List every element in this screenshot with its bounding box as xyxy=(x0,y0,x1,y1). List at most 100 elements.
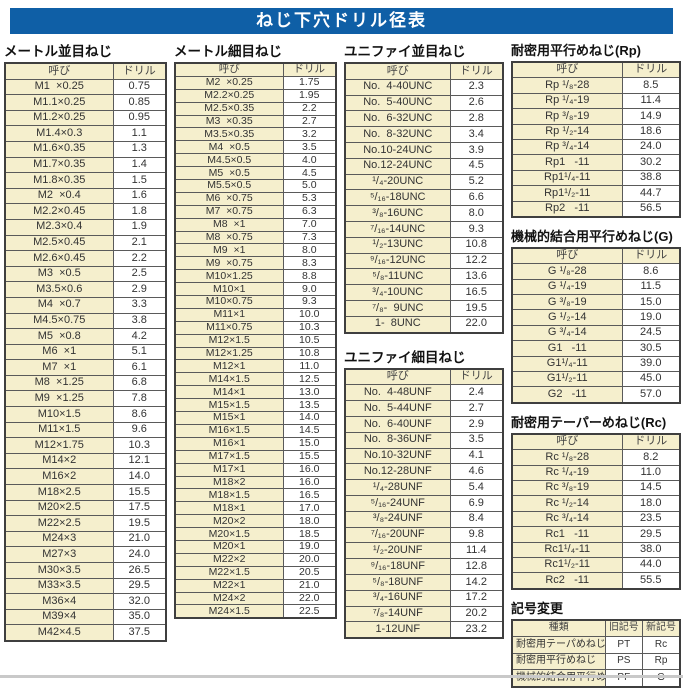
table-row: ¹/₂-20UNF 11.4 xyxy=(344,542,504,560)
table-row: M22×2.5 19.5 xyxy=(4,515,167,532)
thread-size-cell: Rp ¹/₂-14 xyxy=(511,123,623,140)
section-heading-metric-coarse: メートル並目ねじ xyxy=(4,44,112,59)
table-row: No. 5-44UNF 2.7 xyxy=(344,400,504,417)
table-row: M9 ×1 8.0 xyxy=(174,243,337,258)
thread-size-cell: M1.6×0.35 xyxy=(4,140,114,158)
drill-size-cell: 18.5 xyxy=(282,527,337,541)
column-header: ドリル xyxy=(449,62,504,80)
table-row: G1¹/₄-11 39.0 xyxy=(511,355,681,373)
thread-size-cell: ⁷/₁₆-20UNF xyxy=(344,526,451,544)
unified-coarse-table: 呼び ドリル No. 4-40UNC 2.3 No. 5-40UNC 2.6 No. 6-… xyxy=(344,62,504,334)
drill-size-cell: 11.5 xyxy=(621,278,681,296)
table-row: ⁵/₁₆-18UNC 6.6 xyxy=(344,189,504,207)
table-row: M16×2 14.0 xyxy=(4,468,167,486)
table-row: ¹/₂-13UNC 10.8 xyxy=(344,236,504,254)
drill-size-cell: 6.9 xyxy=(449,494,504,512)
drill-size-cell: 8.8 xyxy=(282,269,337,284)
table-row: 耐密用テーパめねじ PT Rc xyxy=(511,636,681,654)
column-header: 旧記号 xyxy=(604,619,644,638)
table-row: ³/₄-16UNF 17.2 xyxy=(344,589,504,607)
thread-size-cell: No. 8-32UNC xyxy=(344,126,451,143)
table-row: Rp1¹/₄-11 38.8 xyxy=(511,169,681,187)
table-row: Rp1¹/₂-11 44.7 xyxy=(511,185,681,202)
drill-size-cell: 24.0 xyxy=(112,546,167,563)
table-row: M12×1.75 10.3 xyxy=(4,437,167,454)
thread-size-cell: M3.5×0.35 xyxy=(174,127,284,142)
table-row: No.12-28UNF 4.6 xyxy=(344,463,504,481)
table-row: M30×3.5 26.5 xyxy=(4,562,167,579)
thread-size-cell: M4 ×0.7 xyxy=(4,296,114,314)
thread-size-cell: ⁵/₈-18UNF xyxy=(344,573,451,591)
drill-size-cell: 3.2 xyxy=(282,127,337,142)
drill-size-cell: G xyxy=(642,669,681,688)
thread-size-cell: ⁵/₁₆-24UNF xyxy=(344,494,451,512)
table-row: Rp2 -11 56.5 xyxy=(511,200,681,218)
drill-size-cell: 45.0 xyxy=(621,371,681,388)
drill-size-cell: 20.5 xyxy=(282,565,337,580)
drill-size-cell: 0.95 xyxy=(112,109,167,127)
thread-size-cell: Rp ³/₈-19 xyxy=(511,108,623,125)
drill-size-cell: 2.7 xyxy=(449,400,504,417)
drill-size-cell: 1.6 xyxy=(112,187,167,205)
thread-size-cell: 1- 8UNC xyxy=(344,315,451,334)
thread-size-cell: ⁷/₈-14UNF xyxy=(344,605,451,623)
drill-size-cell: 8.3 xyxy=(282,256,337,271)
thread-size-cell: M20×2 xyxy=(174,514,284,529)
drill-size-cell: 1.5 xyxy=(112,172,167,189)
table-row: M1 ×0.25 0.75 xyxy=(4,78,167,96)
drill-size-cell: 1.95 xyxy=(282,88,337,103)
thread-size-cell: M3 ×0.35 xyxy=(174,114,284,129)
page-edge-line xyxy=(0,675,683,678)
drill-size-cell: 17.2 xyxy=(449,589,504,607)
header-row: 種類 旧記号 新記号 xyxy=(511,619,681,638)
thread-size-cell: M10×1.25 xyxy=(174,269,284,284)
spacer xyxy=(511,404,681,409)
drill-size-cell: 4.1 xyxy=(449,447,504,465)
thread-size-cell: M22×1 xyxy=(174,578,284,593)
drill-size-cell: 23.5 xyxy=(621,510,681,528)
thread-size-cell: M12×1.25 xyxy=(174,346,284,361)
thread-size-cell: ³/₄-10UNC xyxy=(344,284,451,301)
table-row: M24×1.5 22.5 xyxy=(174,604,337,619)
table-row: ⁵/₈-11UNC 13.6 xyxy=(344,268,504,286)
table-row: M2 ×0.25 1.75 xyxy=(174,75,337,90)
column-metric-coarse: メートル並目ねじ 呼び ドリル M1 ×0.25 0.75 M1.1×0.25 0.85… xyxy=(4,37,167,642)
table-row: M12×1 11.0 xyxy=(174,359,337,374)
drill-size-cell: PS xyxy=(604,652,644,671)
thread-size-cell: Rp1¹/₂-11 xyxy=(511,185,623,202)
drill-size-cell: 18.0 xyxy=(282,514,337,529)
thread-size-cell: ³/₈-16UNC xyxy=(344,205,451,222)
drill-size-cell: 30.5 xyxy=(621,340,681,357)
table-row: M1.8×0.35 1.5 xyxy=(4,172,167,189)
table-row: ⁷/₁₆-14UNC 9.3 xyxy=(344,220,504,238)
thread-size-cell: M1.8×0.35 xyxy=(4,172,114,189)
table-row: No.12-24UNC 4.5 xyxy=(344,157,504,175)
thread-size-cell: ⁹/₁₆-18UNF xyxy=(344,558,451,575)
drill-size-cell: 5.1 xyxy=(112,343,167,361)
table-row: M3.5×0.35 3.2 xyxy=(174,127,337,142)
thread-size-cell: M39×4 xyxy=(4,608,114,626)
table-row: M11×1 10.0 xyxy=(174,307,337,322)
drill-size-cell: 12.1 xyxy=(112,452,167,470)
drill-size-cell: 8.5 xyxy=(621,77,681,94)
table-row: Rp ¹/₄-19 11.4 xyxy=(511,92,681,110)
table-row: M10×0.75 9.3 xyxy=(174,295,337,309)
metric-fine-table: 呼び ドリル M2 ×0.25 1.75 M2.2×0.25 1.95 M2.5×0.35… xyxy=(174,62,337,620)
thread-size-cell: M2.2×0.25 xyxy=(174,88,284,103)
thread-size-cell: M18×1.5 xyxy=(174,488,284,503)
thread-size-cell: G ¹/₈-28 xyxy=(511,263,623,280)
table-row: Rc1 -11 29.5 xyxy=(511,526,681,543)
drill-size-cell: 57.0 xyxy=(621,386,681,404)
thread-size-cell: ⁵/₈-11UNC xyxy=(344,268,451,286)
table-row: ⁷/₈-14UNF 20.2 xyxy=(344,605,504,623)
table-row: 1- 8UNC 22.0 xyxy=(344,315,504,334)
thread-size-cell: Rc ¹/₂-14 xyxy=(511,495,623,512)
table-row: M14×1.5 12.5 xyxy=(174,372,337,387)
column-header: ドリル xyxy=(282,62,337,77)
table-row: M24×3 21.0 xyxy=(4,530,167,548)
header-row: 呼び ドリル xyxy=(344,62,504,80)
thread-size-cell: ⁷/₈- 9UNC xyxy=(344,299,451,317)
drill-size-cell: 2.5 xyxy=(112,265,167,283)
table-row: M3 ×0.35 2.7 xyxy=(174,114,337,129)
drill-size-cell: 12.8 xyxy=(449,558,504,575)
